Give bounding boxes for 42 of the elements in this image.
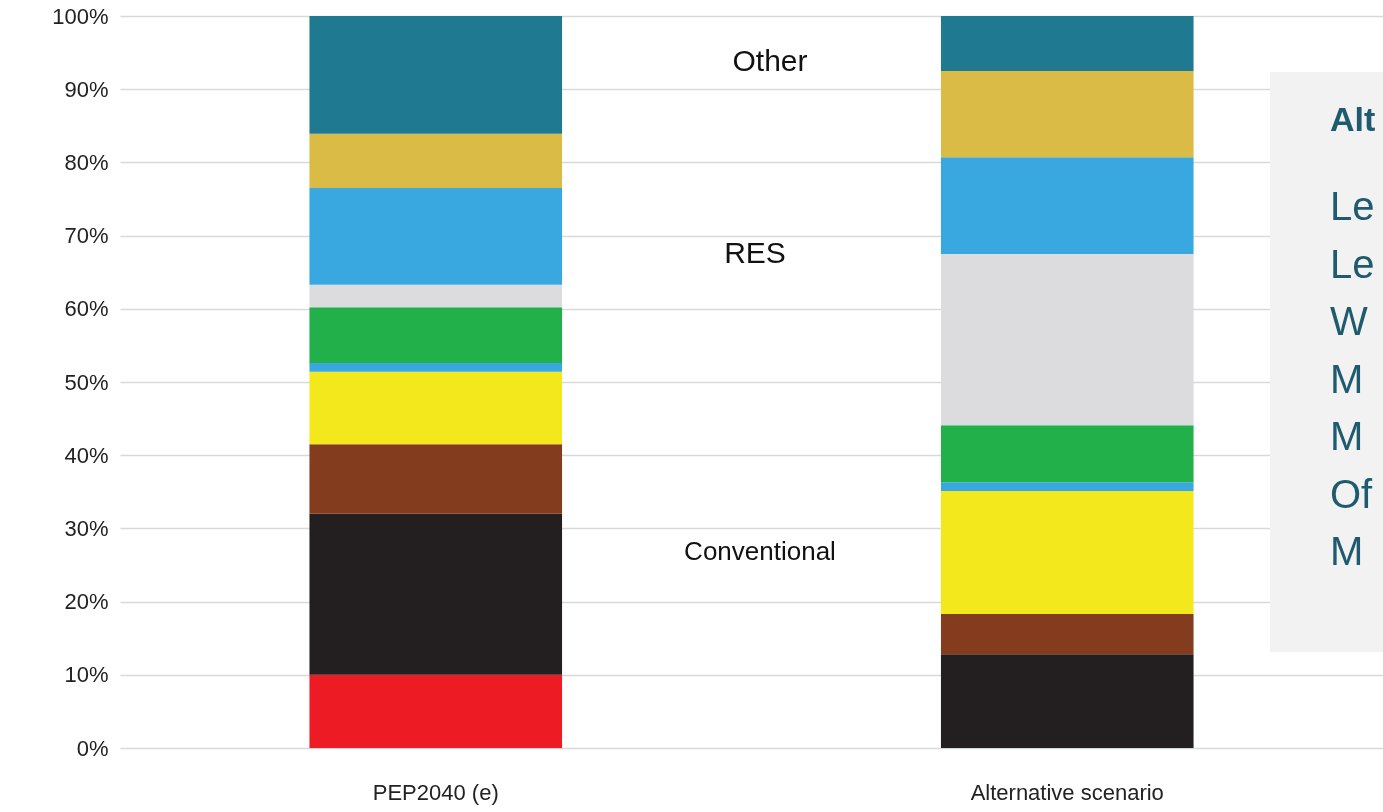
y-tick-label: 60% — [64, 296, 109, 322]
y-tick-label: 70% — [64, 223, 109, 249]
bar — [940, 491, 1194, 615]
y-tick-label: 80% — [64, 149, 109, 175]
annotation: M — [1330, 356, 1364, 402]
bar — [309, 284, 563, 308]
bar — [940, 70, 1194, 158]
x-tick-label: Alternative scenario — [970, 779, 1164, 805]
annotation: RES — [724, 236, 786, 270]
y-tick-label: 100% — [52, 3, 109, 29]
annotation: Alt — [1330, 100, 1376, 139]
bar — [309, 16, 563, 134]
bar — [940, 482, 1194, 492]
y-tick-label: 50% — [64, 369, 109, 395]
annotation: Of — [1330, 471, 1373, 517]
y-tick-label: 0% — [76, 735, 109, 761]
y-tick-label: 20% — [64, 589, 109, 615]
annotation: Le — [1330, 241, 1375, 287]
annotation: Conventional — [684, 536, 836, 567]
bar — [309, 444, 563, 514]
bar — [309, 188, 563, 285]
bar — [940, 654, 1194, 748]
annotation: M — [1330, 414, 1364, 459]
annotation: M — [1330, 529, 1364, 574]
y-tick-label: 30% — [64, 515, 109, 541]
annotation: W — [1330, 299, 1368, 344]
annotation: Other — [732, 44, 808, 78]
y-tick-label: 10% — [64, 662, 109, 688]
bar — [309, 674, 563, 748]
annotation: Le — [1330, 184, 1375, 229]
bar — [940, 614, 1194, 655]
bar — [309, 133, 563, 189]
bar — [940, 16, 1194, 71]
bar — [309, 362, 563, 372]
bar — [309, 513, 563, 675]
bar — [309, 307, 563, 363]
bar — [940, 157, 1194, 254]
y-tick-label: 40% — [64, 442, 109, 468]
y-tick-label: 90% — [64, 76, 109, 102]
x-tick-label: PEP2040 (e) — [372, 779, 499, 805]
bar — [309, 371, 563, 445]
bar — [940, 425, 1194, 483]
